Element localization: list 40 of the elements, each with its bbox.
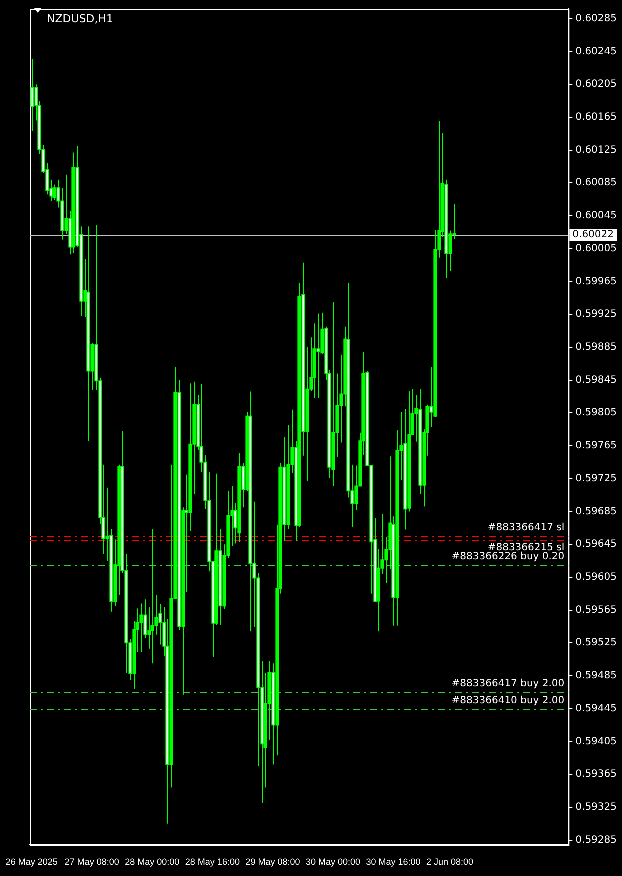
y-tick-label: 0.59525	[576, 638, 618, 649]
y-tick-label: 0.59845	[576, 374, 618, 386]
y-tick-label: 0.59605	[576, 572, 618, 584]
y-tick-label: 0.59965	[576, 276, 618, 288]
x-tick-label: 2 Jun 08:00	[426, 857, 474, 868]
y-tick-label: 0.60045	[576, 210, 618, 222]
y-tick-label: 0.60125	[576, 144, 618, 156]
y-tick-label: 0.59445	[576, 703, 618, 714]
y-tick-label: 0.59725	[576, 473, 618, 484]
ref-line-label: #883366410 buy 2.00	[452, 696, 565, 707]
x-tick-label: 29 May 08:00	[246, 857, 300, 868]
y-tick-label: 0.60085	[576, 178, 618, 189]
x-tick-label: 30 May 00:00	[306, 857, 360, 868]
y-tick-label: 0.60245	[576, 46, 618, 58]
y-tick-label: 0.59885	[576, 342, 618, 354]
y-tick-label: 0.59645	[576, 539, 618, 550]
y-tick-label: 0.60285	[576, 13, 618, 24]
y-tick-label: 0.59285	[576, 834, 618, 846]
y-tick-label: 0.59405	[576, 736, 618, 748]
y-tick-label: 0.59925	[576, 309, 618, 320]
y-tick-label: 0.59685	[576, 506, 618, 518]
chart-title: NZDUSD,H1	[47, 12, 114, 26]
ref-line-label: 0.60022	[572, 230, 614, 241]
ref-line-label: #883366417 buy 2.00	[452, 678, 565, 690]
x-tick-label: 28 May 16:00	[185, 857, 240, 868]
y-tick-label: 0.59805	[576, 408, 618, 419]
y-tick-label: 0.59365	[576, 769, 618, 780]
y-tick-label: 0.60005	[576, 243, 618, 254]
ref-line-label: #883366417 sl	[488, 522, 565, 534]
x-tick-label: 27 May 08:00	[64, 857, 120, 868]
ref-line-label: #883366226 buy 0.20	[452, 552, 565, 563]
y-tick-label: 0.60205	[576, 79, 618, 90]
y-tick-label: 0.59325	[576, 802, 618, 814]
x-tick-label: 30 May 16:00	[366, 857, 421, 868]
x-tick-label: 28 May 00:00	[125, 857, 180, 868]
y-tick-label: 0.59485	[576, 670, 618, 682]
x-tick-label: 26 May 2025	[6, 857, 58, 868]
y-tick-label: 0.59765	[576, 440, 618, 452]
y-tick-label: 0.60165	[576, 112, 618, 124]
y-tick-label: 0.59565	[576, 604, 618, 616]
